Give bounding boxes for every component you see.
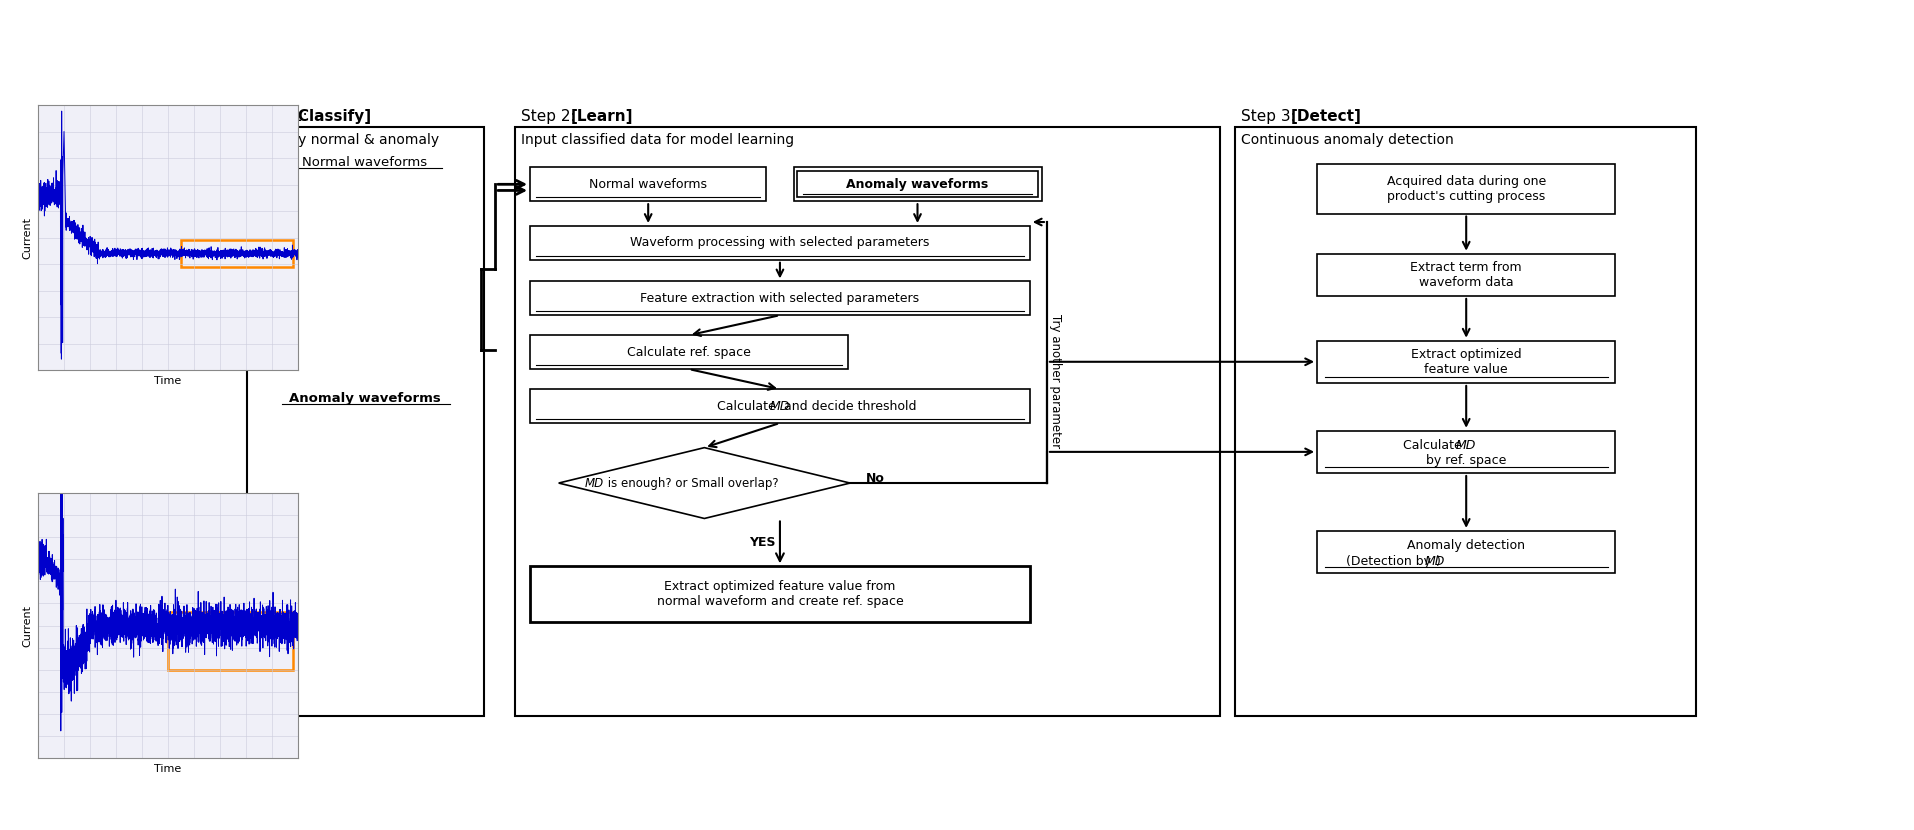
Text: [Learn]: [Learn] <box>570 109 632 124</box>
Text: ): ) <box>1436 554 1439 568</box>
Text: is enough? or Small overlap?: is enough? or Small overlap? <box>603 476 777 490</box>
Text: (Detection by: (Detection by <box>1346 554 1434 568</box>
Bar <box>182 240 293 266</box>
Text: Waveform processing with selected parameters: Waveform processing with selected parame… <box>630 237 928 249</box>
FancyBboxPatch shape <box>1317 254 1615 296</box>
FancyBboxPatch shape <box>530 168 766 201</box>
Text: Step 2:: Step 2: <box>521 109 580 124</box>
FancyBboxPatch shape <box>530 566 1030 622</box>
FancyBboxPatch shape <box>530 281 1030 315</box>
Text: Normal waveforms: Normal waveforms <box>302 156 427 169</box>
Text: Acquired data during one
product's cutting process: Acquired data during one product's cutti… <box>1386 174 1545 203</box>
FancyBboxPatch shape <box>530 226 1030 260</box>
Text: Calculate: Calculate <box>718 399 779 413</box>
Text: MD: MD <box>769 399 790 413</box>
Text: MD: MD <box>1455 439 1476 452</box>
Text: Calculate ref. space: Calculate ref. space <box>626 345 750 359</box>
X-axis label: Time: Time <box>155 764 182 774</box>
FancyBboxPatch shape <box>515 126 1219 715</box>
Text: Continuous anomaly detection: Continuous anomaly detection <box>1240 133 1453 147</box>
FancyBboxPatch shape <box>530 335 848 369</box>
Bar <box>168 613 293 670</box>
Text: MD: MD <box>584 476 603 490</box>
Text: [Detect]: [Detect] <box>1290 109 1361 124</box>
Text: No: No <box>865 472 884 485</box>
Text: by ref. space: by ref. space <box>1426 454 1506 466</box>
FancyBboxPatch shape <box>1317 431 1615 473</box>
FancyBboxPatch shape <box>1317 531 1615 574</box>
FancyBboxPatch shape <box>1235 126 1696 715</box>
FancyBboxPatch shape <box>1317 164 1615 213</box>
Text: Anomaly waveforms: Anomaly waveforms <box>846 178 988 191</box>
Text: Try another parameter: Try another parameter <box>1049 314 1062 447</box>
Text: Classify normal & anomaly: Classify normal & anomaly <box>253 133 438 147</box>
Text: YES: YES <box>748 536 775 549</box>
Text: Step 1:: Step 1: <box>253 109 312 124</box>
Polygon shape <box>559 447 850 519</box>
Y-axis label: Current: Current <box>23 217 33 258</box>
Text: Normal waveforms: Normal waveforms <box>590 178 706 191</box>
Text: MD: MD <box>1424 554 1445 568</box>
FancyBboxPatch shape <box>796 171 1037 198</box>
FancyBboxPatch shape <box>792 168 1041 201</box>
Y-axis label: Current: Current <box>23 604 33 647</box>
Text: Input classified data for model learning: Input classified data for model learning <box>521 133 794 147</box>
Text: Calculate: Calculate <box>1403 439 1466 452</box>
Text: Step 3:: Step 3: <box>1240 109 1300 124</box>
FancyBboxPatch shape <box>530 389 1030 423</box>
Text: Extract optimized feature value from
normal waveform and create ref. space: Extract optimized feature value from nor… <box>657 580 903 608</box>
Text: Feature extraction with selected parameters: Feature extraction with selected paramet… <box>639 292 919 305</box>
FancyBboxPatch shape <box>247 126 482 715</box>
Text: Extract term from
waveform data: Extract term from waveform data <box>1409 261 1522 289</box>
Text: Anomaly waveforms: Anomaly waveforms <box>289 392 440 405</box>
Text: and decide threshold: and decide threshold <box>779 399 917 413</box>
X-axis label: Time: Time <box>155 375 182 386</box>
Text: [Classify]: [Classify] <box>293 109 371 124</box>
FancyBboxPatch shape <box>1317 340 1615 383</box>
Text: Anomaly detection: Anomaly detection <box>1407 540 1524 552</box>
Text: Extract optimized
feature value: Extract optimized feature value <box>1411 348 1522 376</box>
